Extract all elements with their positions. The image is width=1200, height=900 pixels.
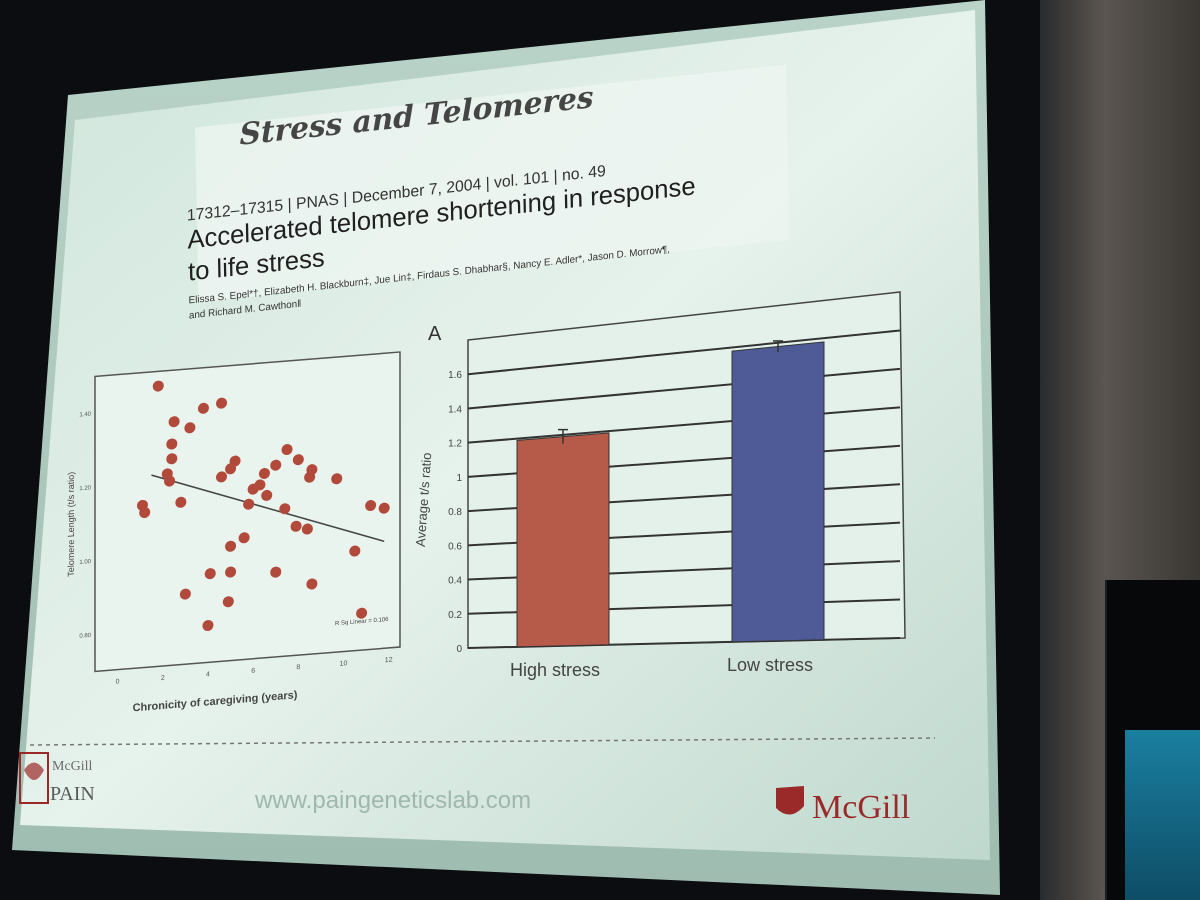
scatter-point xyxy=(164,475,176,487)
bar-chart: 0 0.2 0.4 0.6 0.8 1 1.2 1.4 1.6 High stress Low st… xyxy=(413,291,906,680)
scatter-point xyxy=(184,422,196,434)
scatter-trend-line xyxy=(151,474,385,543)
bar-y-tick-label: 1.6 xyxy=(448,370,462,381)
scatter-point xyxy=(222,596,234,608)
scatter-point xyxy=(216,471,228,483)
bar-y-tick-label: 1.4 xyxy=(448,404,462,415)
scatter-point xyxy=(136,499,148,511)
scatter-point xyxy=(365,500,377,512)
bar-y-tick-label: 0.8 xyxy=(448,507,462,518)
bar-gridline xyxy=(467,406,901,444)
scatter-x-tick-label: 10 xyxy=(340,660,348,668)
scatter-y-tick-label: 0.80 xyxy=(79,633,91,640)
scatter-point xyxy=(243,498,255,510)
scatter-point xyxy=(175,496,187,508)
bar-gridline xyxy=(467,329,901,376)
monitor-screen xyxy=(1125,730,1200,900)
bar-y-tick-label: 0.4 xyxy=(448,576,462,587)
bar-y-tick-label: 0.6 xyxy=(448,541,462,552)
bar-y-tick-label: 0 xyxy=(456,644,462,655)
mcgill-pain-logo-line1: McGill xyxy=(52,759,93,774)
bar-gridline xyxy=(467,367,901,410)
scatter-x-tick-label: 4 xyxy=(206,671,210,678)
bar-y-tick-label: 1.2 xyxy=(448,439,462,450)
mcgill-logo: McGill xyxy=(776,786,910,826)
scatter-point xyxy=(202,619,214,632)
lab-website-url: www.paingeneticslab.com xyxy=(254,787,531,814)
bar-y-tick-label: 1 xyxy=(456,473,462,484)
scatter-y-tick-label: 1.00 xyxy=(79,559,91,566)
scatter-x-tick-label: 0 xyxy=(116,678,120,685)
scatter-x-tick-label: 8 xyxy=(296,664,300,671)
scatter-point xyxy=(229,455,241,467)
bar-low-stress xyxy=(731,341,825,643)
scatter-point xyxy=(179,588,191,600)
mcgill-pain-logo-mark xyxy=(24,762,44,780)
scatter-point xyxy=(197,402,209,414)
scatter-y-tick-label: 1.20 xyxy=(79,485,91,492)
scatter-point xyxy=(204,568,216,580)
scatter-point xyxy=(225,566,237,578)
scatter-point xyxy=(378,502,390,514)
scatter-point xyxy=(166,453,178,465)
bar-y-tick-label: 0.2 xyxy=(448,610,462,621)
scatter-point xyxy=(216,397,228,409)
scatter-x-tick-label: 2 xyxy=(161,675,165,682)
panel-label: A xyxy=(428,323,442,345)
scatter-point xyxy=(349,545,361,557)
scatter-point xyxy=(152,380,164,392)
bar-category-label: High stress xyxy=(510,660,600,680)
scatter-point xyxy=(281,444,293,456)
bar-y-axis-label: Average t/s ratio xyxy=(413,452,435,547)
scatter-point xyxy=(166,438,178,450)
scatter-x-tick-label: 6 xyxy=(251,668,255,675)
scatter-point xyxy=(254,479,266,491)
scatter-annotation: R Sq Linear = 0.106 xyxy=(335,617,389,627)
scatter-point xyxy=(331,473,343,485)
mcgill-pain-logo-box xyxy=(19,752,49,804)
scatter-point xyxy=(301,523,313,535)
mcgill-pain-logo: McGill PAIN xyxy=(19,752,95,805)
paper-header-box xyxy=(195,64,790,303)
scatter-plot-area xyxy=(94,351,401,673)
bar-category-label: Low stress xyxy=(727,655,813,675)
scatter-point xyxy=(270,459,282,471)
scatter-y-axis-label: Telomere Length (t/s ratio) xyxy=(66,471,76,577)
scatter-point xyxy=(290,520,302,532)
scatter-point xyxy=(304,471,316,483)
scatter-x-tick-label: 12 xyxy=(385,657,393,665)
scatter-y-tick-label: 1.40 xyxy=(79,412,91,419)
scatter-point xyxy=(261,489,273,501)
bar-high-stress xyxy=(516,432,610,648)
scatter-point xyxy=(306,578,318,590)
footer-divider xyxy=(29,737,936,746)
scatter-point xyxy=(238,532,250,544)
mcgill-pain-logo-line2: PAIN xyxy=(50,783,95,805)
scatter-point xyxy=(292,454,304,466)
scatter-point xyxy=(270,566,282,578)
mcgill-logo-text: McGill xyxy=(812,789,910,826)
scatter-point xyxy=(258,467,270,479)
scatter-point xyxy=(356,607,368,619)
scatter-point xyxy=(225,540,237,552)
scatter-point xyxy=(279,503,291,515)
mcgill-shield-icon xyxy=(776,786,804,815)
scatter-point xyxy=(168,416,180,428)
